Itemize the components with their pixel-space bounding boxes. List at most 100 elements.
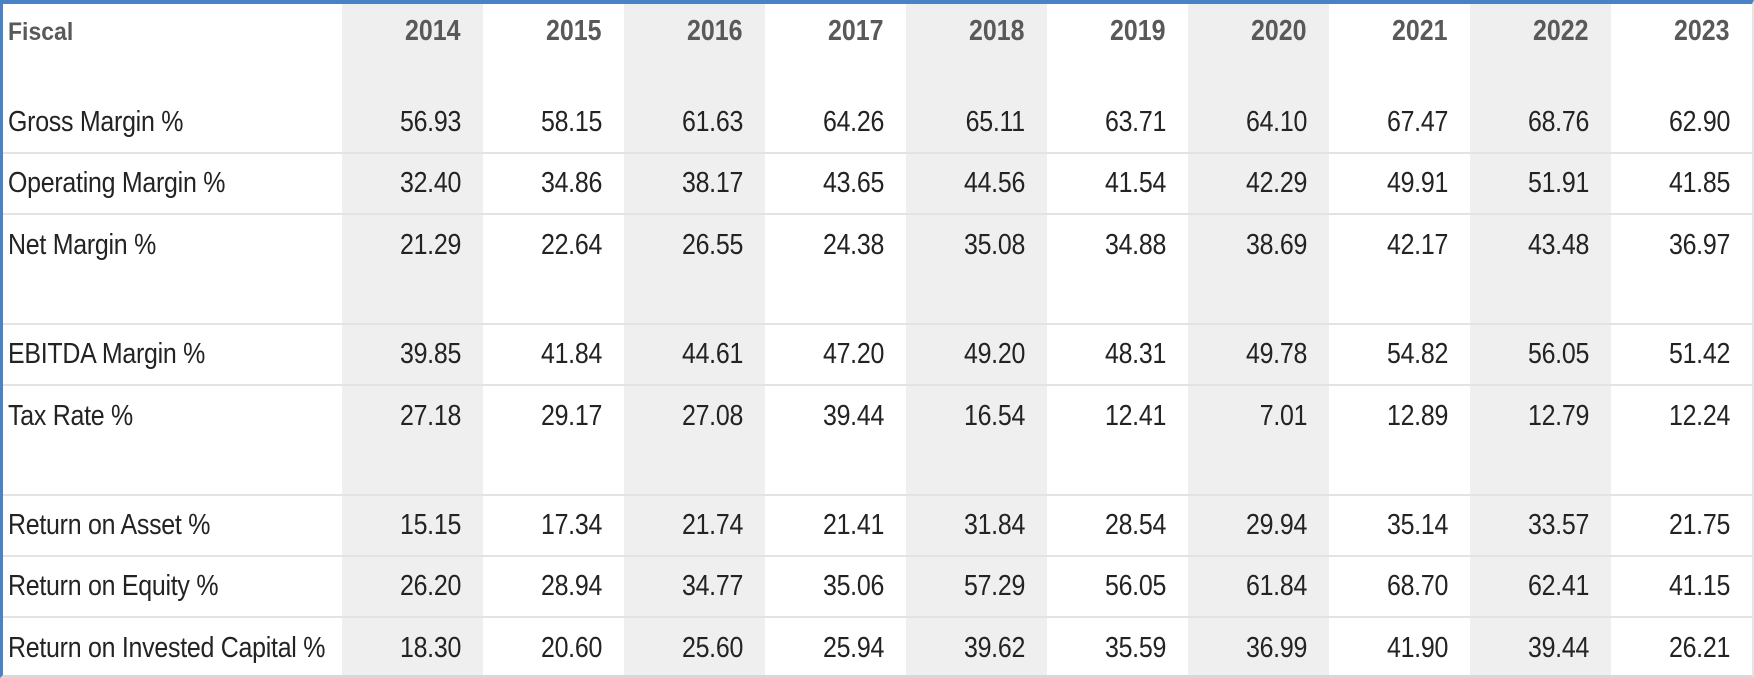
value-text: 58.15 <box>540 106 602 138</box>
value-text: 26.21 <box>1668 632 1730 664</box>
value-cell: 27.08 <box>624 386 765 447</box>
year-header-label: 2014 <box>405 15 461 47</box>
table-row: Return on Invested Capital % 18.30 20.60 25… <box>3 618 1752 675</box>
spacer-cell <box>483 276 624 323</box>
value-text: 51.42 <box>1668 338 1730 370</box>
value-text: 56.05 <box>1104 570 1166 602</box>
value-cell: 26.55 <box>624 215 765 276</box>
spacer-cell <box>342 447 483 494</box>
value-text: 41.84 <box>540 338 602 370</box>
value-cell: 51.42 <box>1611 325 1752 384</box>
value-cell: 34.86 <box>483 154 624 213</box>
spacer-cell <box>1047 447 1188 494</box>
row-label-cell: Net Margin % <box>3 215 342 276</box>
value-cell: 31.84 <box>906 496 1047 555</box>
year-header-2020: 2020 <box>1188 4 1329 93</box>
value-cell: 12.24 <box>1611 386 1752 447</box>
year-header-cells: 2014 2015 2016 2017 2018 2019 2020 2021 2022 2023 <box>342 4 1752 93</box>
value-cell: 62.41 <box>1470 557 1611 616</box>
value-cell: 17.34 <box>483 496 624 555</box>
value-text: 41.85 <box>1668 167 1730 199</box>
year-header-2014: 2014 <box>342 4 483 93</box>
value-text: 34.86 <box>540 167 602 199</box>
row-label-cell: EBITDA Margin % <box>3 325 342 384</box>
value-cell: 35.06 <box>765 557 906 616</box>
table-row: Return on Asset % 15.15 17.34 21.74 21.41 31.… <box>3 496 1752 557</box>
year-header-2022: 2022 <box>1470 4 1611 93</box>
value-cell: 41.15 <box>1611 557 1752 616</box>
value-text: 39.85 <box>399 338 461 370</box>
value-text: 62.90 <box>1668 106 1730 138</box>
value-text: 44.61 <box>681 338 743 370</box>
value-text: 61.63 <box>681 106 743 138</box>
value-text: 48.31 <box>1104 338 1166 370</box>
row-label-cell: Tax Rate % <box>3 386 342 447</box>
spacer-cell <box>765 276 906 323</box>
spacer-cell <box>1188 276 1329 323</box>
table-row: Gross Margin % 56.93 58.15 61.63 64.26 65.11 6… <box>3 93 1752 154</box>
spacer-label-cell <box>3 276 342 323</box>
value-text: 32.40 <box>399 167 461 199</box>
value-text: 28.54 <box>1104 509 1166 541</box>
value-text: 21.74 <box>681 509 743 541</box>
year-header-2018: 2018 <box>906 4 1047 93</box>
value-cell: 49.91 <box>1329 154 1470 213</box>
value-text: 21.75 <box>1668 509 1730 541</box>
value-cell: 41.54 <box>1047 154 1188 213</box>
spacer-label-cell <box>3 447 342 494</box>
value-text: 62.41 <box>1527 570 1589 602</box>
spacer-cell <box>906 447 1047 494</box>
value-cell: 15.15 <box>342 496 483 555</box>
value-text: 12.79 <box>1527 400 1589 432</box>
value-cell: 21.74 <box>624 496 765 555</box>
spacer-cell <box>1611 447 1752 494</box>
value-cell: 26.21 <box>1611 618 1752 675</box>
spacer-cell <box>1470 276 1611 323</box>
spacer-row <box>3 447 1752 496</box>
year-header-label: 2020 <box>1251 15 1307 47</box>
value-cell: 61.63 <box>624 93 765 152</box>
spacer-cell <box>342 276 483 323</box>
value-text: 39.44 <box>822 400 884 432</box>
table-header-row: Fiscal 2014 2015 2016 2017 2018 2019 2020 2021 2… <box>3 4 1752 93</box>
value-text: 49.20 <box>963 338 1025 370</box>
year-header-2017: 2017 <box>765 4 906 93</box>
value-cell: 35.14 <box>1329 496 1470 555</box>
value-text: 54.82 <box>1386 338 1448 370</box>
value-cell: 58.15 <box>483 93 624 152</box>
value-cell: 34.88 <box>1047 215 1188 276</box>
value-cell: 27.18 <box>342 386 483 447</box>
value-cell: 36.97 <box>1611 215 1752 276</box>
value-cell: 56.93 <box>342 93 483 152</box>
year-header-label: 2016 <box>687 15 743 47</box>
value-text: 63.71 <box>1104 106 1166 138</box>
value-cell: 25.94 <box>765 618 906 675</box>
value-text: 12.89 <box>1386 400 1448 432</box>
row-label: Net Margin % <box>8 229 156 261</box>
value-cell: 35.59 <box>1047 618 1188 675</box>
value-text: 68.76 <box>1527 106 1589 138</box>
fiscal-header-label: Fiscal <box>8 18 74 46</box>
value-text: 26.55 <box>681 229 743 261</box>
value-text: 41.54 <box>1104 167 1166 199</box>
year-header-label: 2018 <box>969 15 1025 47</box>
year-header-label: 2019 <box>1110 15 1166 47</box>
spacer-cell <box>765 447 906 494</box>
row-label-cell: Operating Margin % <box>3 154 342 213</box>
value-cell: 49.78 <box>1188 325 1329 384</box>
value-text: 35.08 <box>963 229 1025 261</box>
value-cell: 12.79 <box>1470 386 1611 447</box>
value-text: 61.84 <box>1245 570 1307 602</box>
value-cell: 65.11 <box>906 93 1047 152</box>
value-text: 7.01 <box>1259 400 1307 432</box>
value-cell: 42.17 <box>1329 215 1470 276</box>
value-text: 31.84 <box>963 509 1025 541</box>
value-cell: 16.54 <box>906 386 1047 447</box>
value-text: 56.05 <box>1527 338 1589 370</box>
year-header-2023: 2023 <box>1611 4 1752 93</box>
value-cell: 64.26 <box>765 93 906 152</box>
row-label-cell: Gross Margin % <box>3 93 342 152</box>
value-cell: 29.94 <box>1188 496 1329 555</box>
year-header-label: 2023 <box>1674 15 1730 47</box>
value-text: 25.60 <box>681 632 743 664</box>
